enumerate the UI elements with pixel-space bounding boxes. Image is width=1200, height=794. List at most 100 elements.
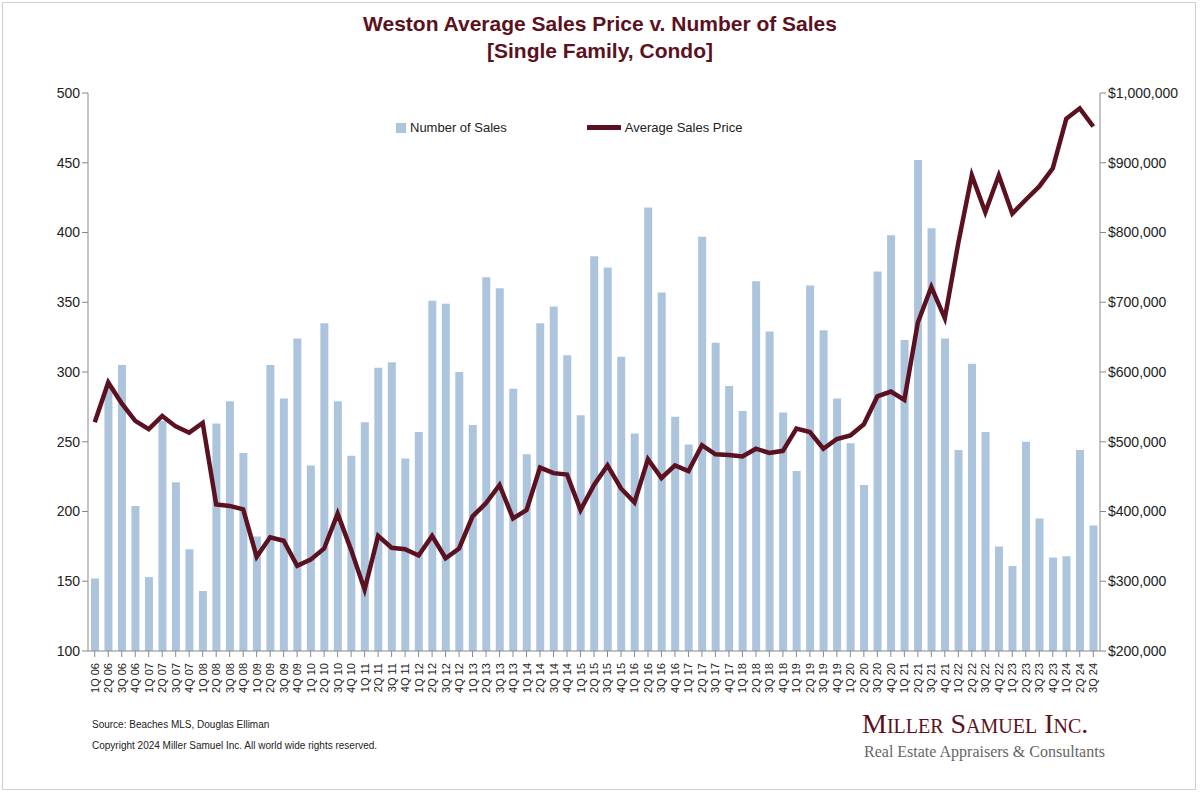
- svg-text:4Q 18: 4Q 18: [777, 663, 789, 693]
- html-text:Weston Average Sales Price v.: Weston Average Sales Price v. Number of …: [363, 12, 837, 35]
- svg-text:2Q 06: 2Q 06: [102, 663, 114, 693]
- svg-text:3Q 24: 3Q 24: [1087, 663, 1099, 693]
- svg-text:100: 100: [57, 643, 81, 659]
- svg-text:2Q 13: 2Q 13: [480, 663, 492, 693]
- svg-text:3Q 12: 3Q 12: [440, 663, 452, 693]
- svg-text:450: 450: [57, 155, 81, 171]
- svg-text:$600,000: $600,000: [1108, 364, 1167, 380]
- svg-text:1Q 10: 1Q 10: [305, 663, 317, 693]
- svg-text:2Q 18: 2Q 18: [750, 663, 762, 693]
- svg-text:2Q 22: 2Q 22: [966, 663, 978, 693]
- svg-text:1Q 14: 1Q 14: [521, 663, 533, 693]
- svg-text:200: 200: [57, 503, 81, 519]
- svg-text:$400,000: $400,000: [1108, 503, 1167, 519]
- svg-text:3Q 20: 3Q 20: [871, 663, 883, 693]
- svg-text:2Q 24: 2Q 24: [1074, 663, 1086, 693]
- svg-text:$500,000: $500,000: [1108, 434, 1167, 450]
- svg-text:300: 300: [57, 364, 81, 380]
- svg-text:4Q 19: 4Q 19: [831, 663, 843, 693]
- svg-text:1Q 24: 1Q 24: [1060, 663, 1072, 693]
- svg-text:1Q 23: 1Q 23: [1006, 663, 1018, 693]
- html-text:Source: Beaches MLS, Douglas E: Source: Beaches MLS, Douglas Elliman: [92, 719, 270, 730]
- svg-text:2Q 23: 2Q 23: [1020, 663, 1032, 693]
- svg-text:1Q 08: 1Q 08: [197, 663, 209, 693]
- svg-text:1Q 15: 1Q 15: [575, 663, 587, 693]
- svg-text:3Q 07: 3Q 07: [170, 663, 182, 693]
- svg-text:1Q 20: 1Q 20: [844, 663, 856, 693]
- svg-text:400: 400: [57, 224, 81, 240]
- svg-text:2Q 10: 2Q 10: [318, 663, 330, 693]
- svg-text:2Q 08: 2Q 08: [210, 663, 222, 693]
- svg-text:4Q 14: 4Q 14: [561, 663, 573, 693]
- html-text:Real Estate Appraisers & Consu: Real Estate Appraisers & Consultants: [864, 743, 1105, 760]
- svg-text:3Q 08: 3Q 08: [224, 663, 236, 693]
- svg-text:2Q 07: 2Q 07: [156, 663, 168, 693]
- svg-text:1Q 09: 1Q 09: [251, 663, 263, 693]
- svg-text:2Q 20: 2Q 20: [858, 663, 870, 693]
- svg-text:4Q 08: 4Q 08: [237, 663, 249, 693]
- html-text:Number of Sales: Number of Sales: [410, 120, 507, 135]
- svg-text:3Q 11: 3Q 11: [386, 663, 398, 692]
- svg-text:4Q 21: 4Q 21: [939, 663, 951, 693]
- svg-text:3Q 17: 3Q 17: [709, 663, 721, 693]
- svg-text:2Q 14: 2Q 14: [534, 663, 546, 693]
- svg-text:1Q 13: 1Q 13: [467, 663, 479, 693]
- svg-text:$1,000,000: $1,000,000: [1108, 85, 1178, 101]
- svg-text:$800,000: $800,000: [1108, 224, 1167, 240]
- svg-text:3Q 14: 3Q 14: [548, 663, 560, 693]
- svg-text:2Q 19: 2Q 19: [804, 663, 816, 693]
- svg-text:4Q 16: 4Q 16: [669, 663, 681, 693]
- svg-text:1Q 19: 1Q 19: [790, 663, 802, 693]
- html-text:Miller Samuel Inc.: Miller Samuel Inc.: [862, 708, 1089, 739]
- svg-text:$700,000: $700,000: [1108, 294, 1167, 310]
- svg-text:4Q 11: 4Q 11: [399, 663, 411, 692]
- svg-text:$300,000: $300,000: [1108, 573, 1167, 589]
- svg-text:1Q 22: 1Q 22: [952, 663, 964, 693]
- svg-text:1Q 12: 1Q 12: [413, 663, 425, 693]
- svg-text:1Q 07: 1Q 07: [143, 663, 155, 693]
- svg-text:3Q 21: 3Q 21: [925, 663, 937, 693]
- svg-text:$200,000: $200,000: [1108, 643, 1167, 659]
- svg-text:3Q 23: 3Q 23: [1033, 663, 1045, 693]
- svg-text:150: 150: [57, 573, 81, 589]
- svg-text:3Q 10: 3Q 10: [332, 663, 344, 693]
- svg-text:1Q 11: 1Q 11: [359, 663, 371, 692]
- svg-text:2Q 09: 2Q 09: [264, 663, 276, 693]
- html-text:[Single Family, Condo]: [Single Family, Condo]: [487, 39, 713, 62]
- svg-text:2Q 15: 2Q 15: [588, 663, 600, 693]
- svg-text:4Q 10: 4Q 10: [345, 663, 357, 693]
- svg-text:3Q 16: 3Q 16: [655, 663, 667, 693]
- svg-text:4Q 09: 4Q 09: [291, 663, 303, 693]
- svg-text:4Q 06: 4Q 06: [129, 663, 141, 693]
- svg-text:4Q 20: 4Q 20: [885, 663, 897, 693]
- svg-text:3Q 13: 3Q 13: [494, 663, 506, 693]
- svg-text:4Q 22: 4Q 22: [993, 663, 1005, 693]
- svg-text:3Q 15: 3Q 15: [601, 663, 613, 693]
- svg-text:3Q 09: 3Q 09: [278, 663, 290, 693]
- svg-text:2Q 21: 2Q 21: [912, 663, 924, 693]
- svg-text:1Q 21: 1Q 21: [898, 663, 910, 693]
- svg-text:4Q 17: 4Q 17: [723, 663, 735, 693]
- html-text:Average Sales Price: Average Sales Price: [624, 120, 743, 135]
- svg-text:3Q 22: 3Q 22: [979, 663, 991, 693]
- svg-text:4Q 13: 4Q 13: [507, 663, 519, 693]
- svg-text:4Q 07: 4Q 07: [183, 663, 195, 693]
- svg-text:3Q 06: 3Q 06: [116, 663, 128, 693]
- svg-text:3Q 19: 3Q 19: [817, 663, 829, 693]
- svg-text:1Q 18: 1Q 18: [736, 663, 748, 693]
- svg-text:3Q 18: 3Q 18: [763, 663, 775, 693]
- svg-text:4Q 15: 4Q 15: [615, 663, 627, 693]
- svg-text:250: 250: [57, 434, 81, 450]
- svg-text:2Q 11: 2Q 11: [372, 663, 384, 692]
- svg-text:$900,000: $900,000: [1108, 155, 1167, 171]
- svg-text:1Q 16: 1Q 16: [628, 663, 640, 693]
- svg-text:1Q 06: 1Q 06: [89, 663, 101, 693]
- svg-text:4Q 23: 4Q 23: [1047, 663, 1059, 693]
- svg-text:2Q 16: 2Q 16: [642, 663, 654, 693]
- svg-text:350: 350: [57, 294, 81, 310]
- svg-text:2Q 12: 2Q 12: [426, 663, 438, 693]
- svg-text:1Q 17: 1Q 17: [682, 663, 694, 693]
- svg-text:2Q 17: 2Q 17: [696, 663, 708, 693]
- svg-text:4Q 12: 4Q 12: [453, 663, 465, 693]
- svg-text:500: 500: [57, 85, 81, 101]
